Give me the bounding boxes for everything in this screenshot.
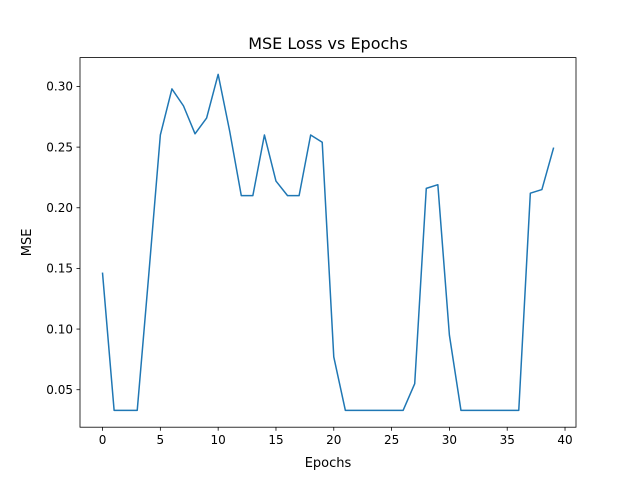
x-tick-label: 5 — [157, 433, 165, 447]
x-tick-label: 40 — [557, 433, 572, 447]
y-tick-label: 0.25 — [46, 140, 73, 154]
y-axis-ticks: 0.05 0.10 0.15 0.20 0.25 0.30 — [46, 80, 80, 397]
x-tick-label: 25 — [384, 433, 399, 447]
y-tick-label: 0.05 — [46, 383, 73, 397]
y-tick-label: 0.10 — [46, 322, 73, 336]
series-line — [101, 73, 555, 412]
y-tick-label: 0.15 — [46, 262, 73, 276]
x-tick-label: 15 — [268, 433, 283, 447]
x-tick-label: 30 — [442, 433, 457, 447]
x-tick-label: 10 — [211, 433, 226, 447]
chart-title: MSE Loss vs Epochs — [248, 34, 408, 53]
axes-frame — [79, 57, 577, 428]
y-axis-label: MSE — [20, 229, 35, 257]
x-axis-ticks: 0 5 10 15 20 25 30 35 40 — [99, 427, 573, 447]
x-tick-label: 0 — [99, 433, 107, 447]
x-axis-label: Epochs — [305, 456, 352, 471]
series-0 — [101, 73, 555, 412]
x-tick-label: 20 — [326, 433, 341, 447]
x-tick-label: 35 — [500, 433, 515, 447]
y-tick-label: 0.20 — [46, 201, 73, 215]
y-tick-label: 0.30 — [46, 80, 73, 94]
series-layer — [101, 73, 555, 412]
